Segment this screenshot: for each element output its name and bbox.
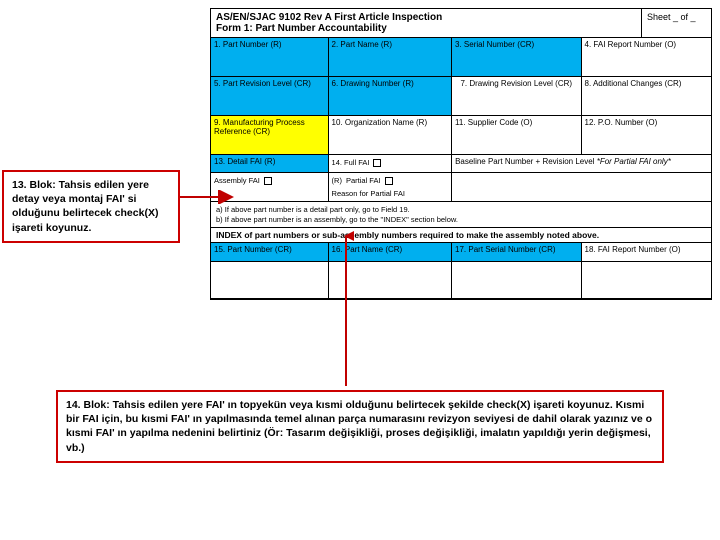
- index-row: INDEX of part numbers or sub-assembly nu…: [211, 228, 711, 243]
- arrow-13: [178, 190, 238, 204]
- fai-form: AS/EN/SJAC 9102 Rev A First Article Insp…: [210, 8, 712, 300]
- field-2-part-name: 2. Part Name (R): [329, 38, 453, 76]
- field-18: 18. FAI Report Number (O): [582, 243, 711, 261]
- field-4-fai-report: 4. FAI Report Number (O): [582, 38, 711, 76]
- header-title: AS/EN/SJAC 9102 Rev A First Article Insp…: [211, 9, 641, 37]
- field-15-value: [211, 262, 329, 298]
- callout-block-13: 13. Blok: Tahsis edilen yere detay veya …: [2, 170, 180, 243]
- row-2: 5. Part Revision Level (CR) 6. Drawing N…: [211, 77, 711, 116]
- field-8-additional: 8. Additional Changes (CR): [582, 77, 711, 115]
- full-fai-checkbox[interactable]: [373, 159, 381, 167]
- field-5-revision: 5. Part Revision Level (CR): [211, 77, 329, 115]
- partial-r-label: (R): [332, 176, 342, 185]
- field-7-drawing-rev: 7. Drawing Revision Level (CR): [452, 77, 581, 115]
- field-17-value: [452, 262, 581, 298]
- note-a: a) If above part number is a detail part…: [216, 205, 706, 214]
- field-9-mfg-process: 9. Manufacturing Process Reference (CR): [211, 116, 329, 154]
- reason-label: Reason for Partial FAI: [332, 189, 405, 198]
- field-3-serial-number: 3. Serial Number (CR): [452, 38, 581, 76]
- row-5-data: [211, 262, 711, 299]
- field-13-label: 13. Detail FAI (R): [214, 157, 275, 166]
- field-11-supplier: 11. Supplier Code (O): [452, 116, 581, 154]
- partial-fai-checkbox[interactable]: [385, 177, 393, 185]
- field-15: 15. Part Number (CR): [211, 243, 329, 261]
- form-header: AS/EN/SJAC 9102 Rev A First Article Insp…: [211, 9, 711, 38]
- notes-block: a) If above part number is a detail part…: [211, 202, 711, 228]
- field-14-full-fai: 14. Full FAI: [329, 155, 453, 173]
- assembly-fai-checkbox[interactable]: [264, 177, 272, 185]
- row-3: 9. Manufacturing Process Reference (CR) …: [211, 116, 711, 155]
- partial-fai-cell: (R) Partial FAI Reason for Partial FAI: [329, 173, 453, 201]
- field-17: 17. Part Serial Number (CR): [452, 243, 581, 261]
- field-18-value: [582, 262, 711, 298]
- baseline-label: Baseline Part Number + Revision Level: [455, 157, 594, 166]
- row-1: 1. Part Number (R) 2. Part Name (R) 3. S…: [211, 38, 711, 77]
- header-line1: AS/EN/SJAC 9102 Rev A First Article Insp…: [216, 12, 636, 23]
- field-10-org-name: 10. Organization Name (R): [329, 116, 453, 154]
- full-fai-label: 14. Full FAI: [332, 158, 370, 167]
- callout-block-14: 14. Blok: Tahsis edilen yere FAI' ın top…: [56, 390, 664, 463]
- note-b: b) If above part number is an assembly, …: [216, 215, 706, 224]
- arrow-14: [338, 230, 354, 390]
- field-1-part-number: 1. Part Number (R): [211, 38, 329, 76]
- row-4-bottom: Assembly FAI (R) Partial FAI Reason for …: [211, 173, 711, 202]
- sheet-indicator: Sheet _ of _: [641, 9, 711, 37]
- field-12-po: 12. P.O. Number (O): [582, 116, 711, 154]
- assembly-fai-label: Assembly FAI: [214, 176, 260, 185]
- field-13-detail-fai: 13. Detail FAI (R): [211, 155, 329, 173]
- row-5: 15. Part Number (CR) 16. Part Name (CR) …: [211, 243, 711, 262]
- partial-note: *For Partial FAI only*: [597, 157, 671, 166]
- row-4-top: 13. Detail FAI (R) 14. Full FAI Baseline…: [211, 155, 711, 173]
- header-line2: Form 1: Part Number Accountability: [216, 23, 636, 34]
- field-6-drawing: 6. Drawing Number (R): [329, 77, 453, 115]
- partial-fai-label: Partial FAI: [346, 176, 381, 185]
- baseline-cell: Baseline Part Number + Revision Level *F…: [452, 155, 711, 173]
- baseline-value-cell: [452, 173, 711, 201]
